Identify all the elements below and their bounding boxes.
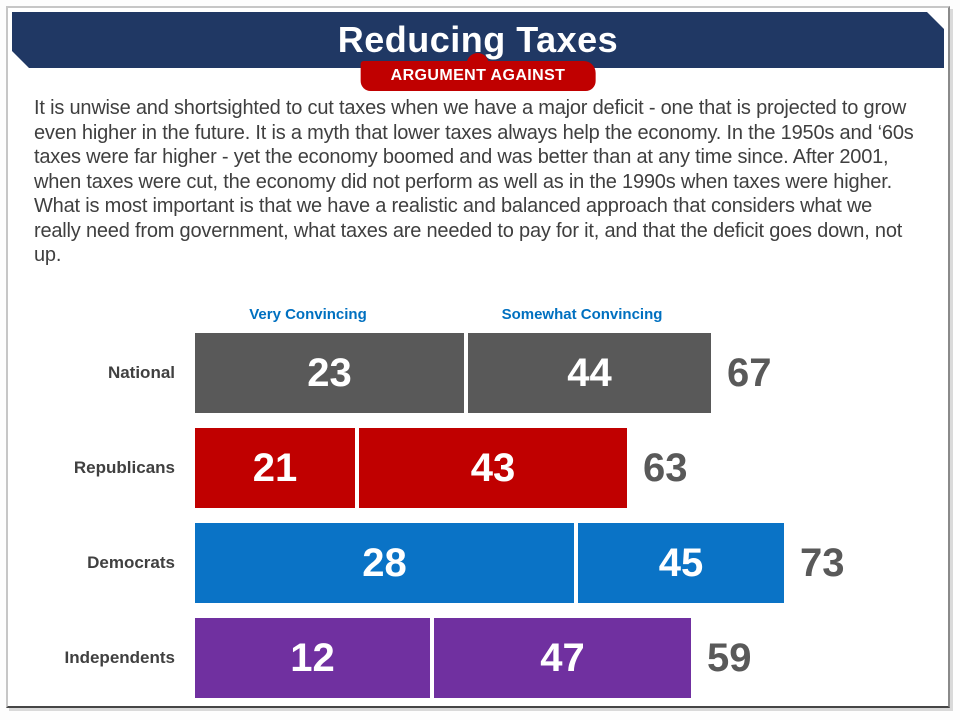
stacked-bar-chart: Very Convincing Somewhat Convincing Nati… — [8, 8, 948, 706]
bar-segment-very-convincing: 21 — [195, 428, 355, 508]
bar-value: 44 — [567, 350, 612, 395]
bar-value: 28 — [362, 540, 407, 585]
bar-segment-somewhat-convincing: 47 — [434, 618, 691, 698]
bar-segment-very-convincing: 23 — [195, 333, 464, 413]
argument-paragraph: It is unwise and shortsighted to cut tax… — [34, 97, 914, 266]
bar-group: 12 47 — [195, 618, 691, 698]
category-label: Republicans — [73, 458, 175, 477]
chart-row-republicans: Republicans 21 43 63 — [8, 428, 948, 508]
chart-row-national: National 23 44 67 — [8, 333, 948, 413]
category-label: National — [107, 363, 175, 382]
bar-segment-somewhat-convincing: 45 — [578, 523, 784, 603]
argument-against-badge: ARGUMENT AGAINST — [360, 53, 596, 91]
total-label: 63 — [643, 446, 688, 490]
category-label: Democrats — [87, 553, 175, 572]
bar-segment-very-convincing: 12 — [195, 618, 430, 698]
slide: Reducing Taxes ARGUMENT AGAINST It is un… — [6, 6, 950, 708]
bar-group: 23 44 — [195, 333, 711, 413]
bar-value: 23 — [307, 350, 352, 395]
chart-row-independents: Independents 12 47 59 — [8, 618, 948, 698]
bar-segment-very-convincing: 28 — [195, 523, 574, 603]
bar-value: 12 — [290, 635, 335, 680]
badge-tab-decoration — [466, 53, 489, 65]
bar-value: 21 — [252, 445, 298, 490]
category-label: Independents — [64, 648, 175, 667]
bar-segment-somewhat-convincing: 43 — [359, 428, 627, 508]
bar-segment-somewhat-convincing: 44 — [468, 333, 711, 413]
total-label: 73 — [800, 541, 845, 585]
bar-group: 21 43 — [195, 428, 627, 508]
total-label: 59 — [707, 636, 752, 680]
bar-value: 45 — [658, 540, 704, 585]
chart-row-democrats: Democrats 28 45 73 — [8, 523, 948, 603]
column-header-very-convincing: Very Convincing — [249, 306, 367, 323]
bar-value: 47 — [540, 635, 585, 680]
badge-label: ARGUMENT AGAINST — [390, 67, 566, 84]
bar-value: 43 — [470, 445, 516, 490]
bar-group: 28 45 — [195, 523, 784, 603]
total-label: 67 — [727, 351, 772, 395]
column-header-somewhat-convincing: Somewhat Convincing — [501, 306, 663, 323]
